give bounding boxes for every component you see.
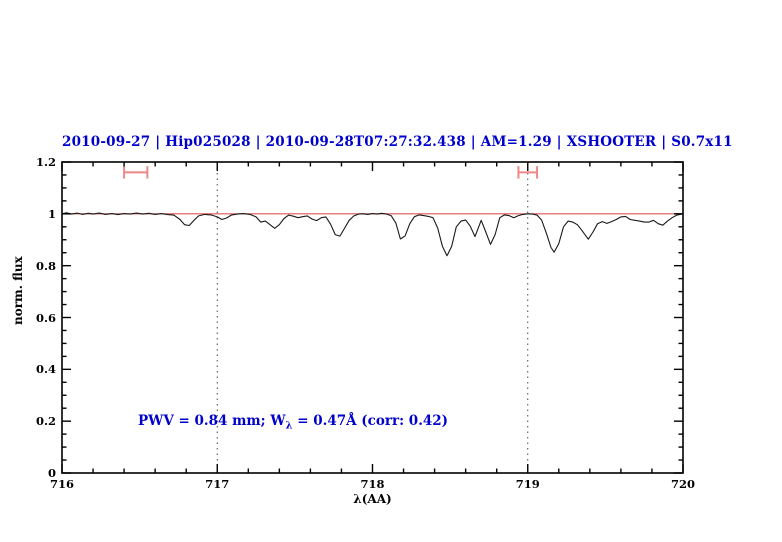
pwv-annotation-prefix: PWV = 0.84 mm; W <box>138 413 286 429</box>
pwv-annotation-suffix: = 0.47Å (corr: 0.42) <box>292 413 449 429</box>
x-tick-label: 719 <box>515 477 540 491</box>
pwv-annotation: PWV = 0.84 mm; Wλ = 0.47Å (corr: 0.42) <box>138 413 448 432</box>
y-tick-label: 0.4 <box>35 362 56 377</box>
y-tick-label: 0.8 <box>35 258 56 273</box>
x-tick-label: 717 <box>205 477 230 491</box>
x-tick-label: 716 <box>49 477 74 491</box>
spectrum-line <box>61 212 684 257</box>
pwv-annotation-subscript: λ <box>285 420 293 432</box>
plot-title: 2010-09-27 | Hip025028 | 2010-09-28T07:2… <box>62 134 733 150</box>
y-tick-label: 1.2 <box>35 155 56 169</box>
x-tick-label: 720 <box>670 477 695 491</box>
x-tick-label: 718 <box>360 477 385 491</box>
y-tick-label: 0.2 <box>35 414 56 429</box>
y-tick-label: 0 <box>47 466 56 480</box>
x-axis-label: λ(AA) <box>353 492 392 506</box>
y-tick-label: 0.6 <box>35 310 56 325</box>
y-tick-label: 1 <box>47 206 56 221</box>
